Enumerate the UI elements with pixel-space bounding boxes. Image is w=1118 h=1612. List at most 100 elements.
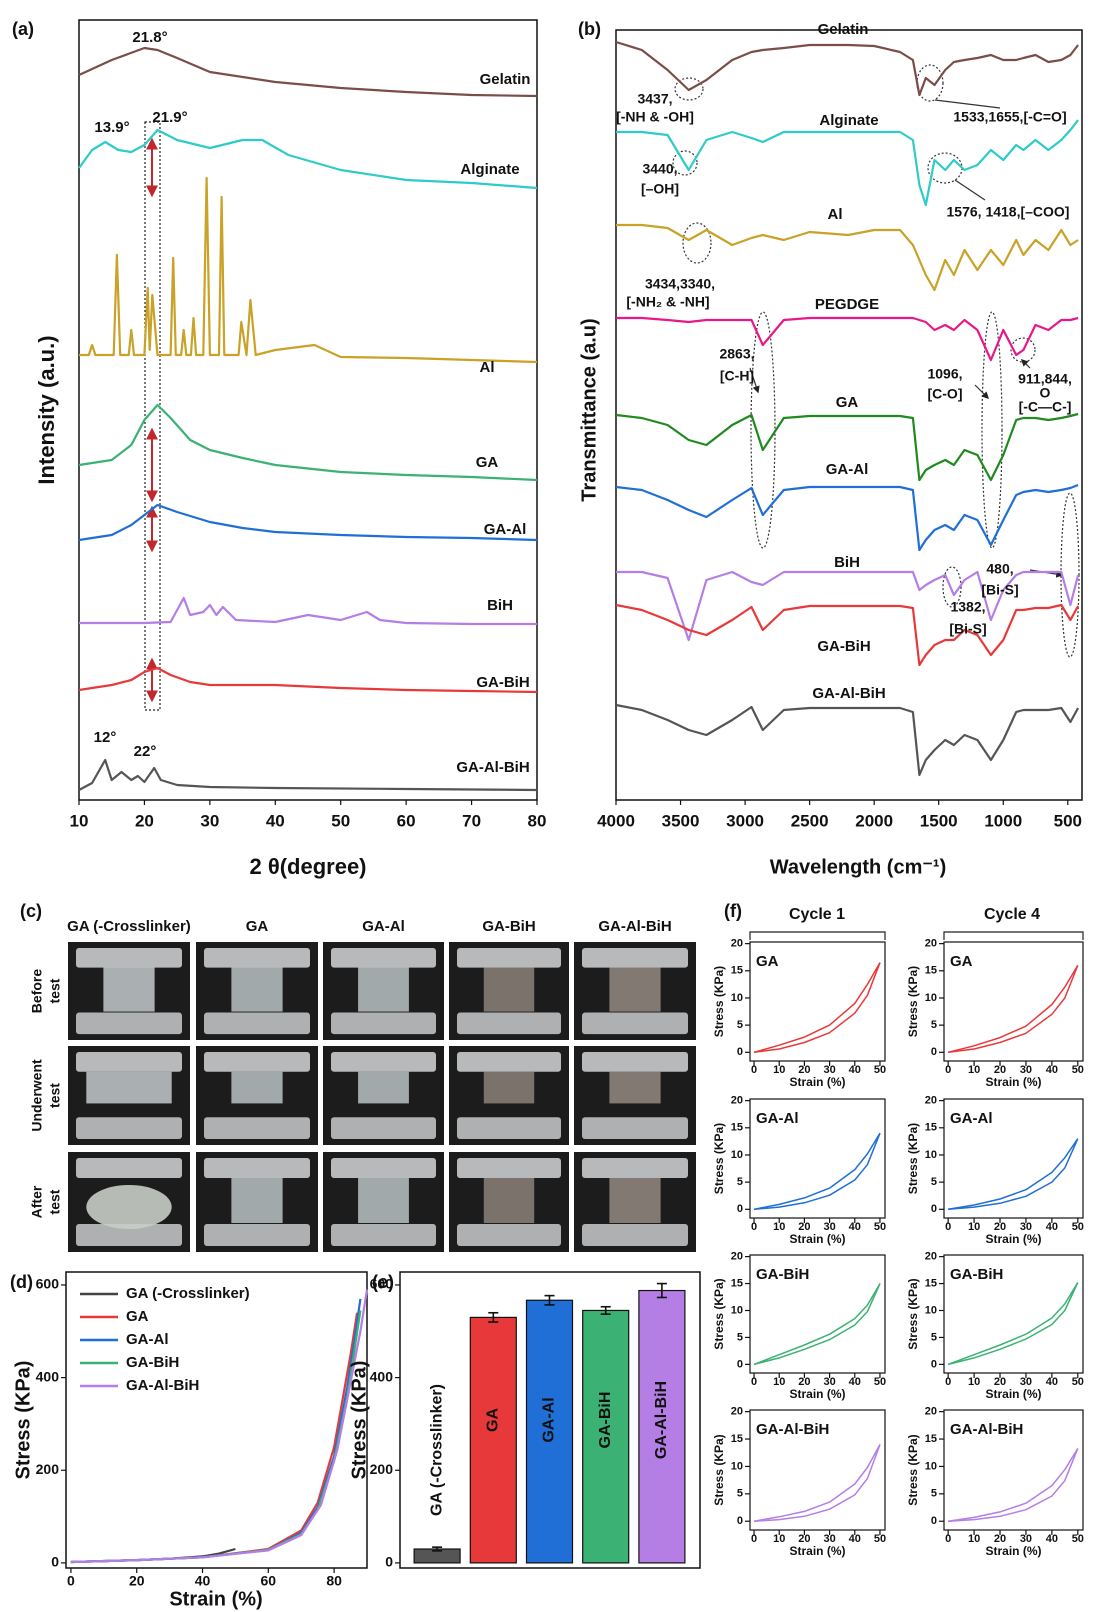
category-label: GA-Al-BiH [653,1381,670,1459]
y-tick-label: 5 [931,1176,937,1188]
y-tick-label: 0 [737,1515,743,1527]
series-line [753,1283,881,1366]
column-header: GA-BiH [482,918,535,935]
category-label: GA (-Crosslinker) [428,1384,445,1516]
y-tick-label: 10 [731,1304,743,1316]
bottom-plate [457,1224,561,1246]
series-label: Gelatin [480,71,531,88]
x-tick-label: 20 [135,811,154,830]
leader [1020,358,1031,369]
y-axis-label: Stress (KPa) [712,1278,726,1349]
bottom-plate [457,1012,561,1035]
error-bar [600,1305,611,1315]
x-tick-label: 50 [1072,1221,1084,1233]
x-tick-label: 0 [945,1533,951,1545]
series-line [78,503,538,542]
annotation: 12° [94,729,117,746]
x-tick-label: 50 [331,811,350,830]
y-tick-label: 200 [36,1461,60,1477]
y-tick-label: 20 [925,1406,937,1418]
annotation: 1533,1655,[-C=O] [953,109,1066,125]
series-line [947,1282,1079,1366]
y-tick-label: 15 [925,1433,937,1445]
sample [483,967,535,1012]
x-tick-label: 30 [1020,1064,1032,1076]
y-tick-label: 0 [931,1203,937,1215]
top-plate [204,1158,310,1178]
plot-frame [749,1409,886,1531]
column-header: GA-Al-BiH [598,918,671,935]
bracket [749,931,1084,940]
plot-frame [78,19,538,801]
series-line [947,1282,1079,1366]
x-tick-label: 4000 [597,811,635,830]
series-line [616,223,1079,292]
panel-label: (b) [578,19,601,39]
x-tick-label: 3000 [726,811,764,830]
series-line [78,666,538,694]
series-line [616,316,1079,362]
series-line [615,40,1079,97]
bottom-plate [76,1012,182,1035]
x-tick-label: 2000 [855,811,893,830]
sample [86,1071,172,1104]
top-plate [582,1158,688,1178]
highlight [916,64,944,102]
y-axis-label: Stress (KPa) [906,1434,920,1505]
annotation: 3437, [637,91,672,107]
series-label: GA [836,394,859,411]
sample [609,1178,661,1223]
x-tick-label: 20 [798,1064,810,1076]
x-tick-label: 10 [773,1064,785,1076]
sample [609,967,661,1012]
series-label: GA-BiH [817,638,870,655]
series-line [615,412,1079,482]
annotation: 3440, [642,161,677,177]
x-tick-label: 40 [1046,1533,1058,1545]
series-label: GA [476,454,499,471]
x-axis-label: Strain (%) [985,1075,1041,1089]
y-tick-label: 5 [931,1331,937,1343]
chart-panel: (e) Stress (KPa) 0 200 400 600 GA (-Crosslinke… [348,1271,701,1570]
series-line [615,603,1080,667]
y-tick-label: 10 [731,992,743,1004]
y-tick-label: 5 [737,1176,743,1188]
x-tick-label: 10 [968,1533,980,1545]
annotation: 2863, [719,346,754,362]
y-tick-label: 200 [370,1461,394,1477]
y-tick-label: 0 [51,1554,59,1570]
y-tick-label: 20 [731,1406,743,1418]
chart-title: GA-Al [756,1110,799,1127]
top-plate [331,1052,436,1072]
x-axis-label: 2 θ(degree) [249,854,366,879]
leader [934,99,1001,109]
x-tick-label: 40 [849,1064,861,1076]
bottom-plate [331,1117,436,1140]
y-tick-label: 10 [925,1460,937,1472]
series-line [753,1444,881,1522]
panel-label: (f) [724,901,742,921]
series-line [79,176,538,364]
chart-panel: (d) Strain (%) Stress (KPa) 0 20 40 60 80 0 200 40… [10,1271,369,1610]
top-plate [76,1158,182,1178]
annotation: 21.8° [132,29,167,46]
y-tick-label: 5 [931,1019,937,1031]
x-tick-label: 0 [945,1376,951,1388]
highlight [682,222,712,264]
series-label: GA-Al-BiH [812,685,885,702]
series-line [753,962,881,1054]
highlight [1010,337,1036,363]
series-label: Al [480,359,495,376]
x-tick-label: 40 [849,1221,861,1233]
y-tick-label: 20 [731,1095,743,1107]
y-tick-label: 5 [737,1331,743,1343]
chart-panel: GA-Al-BiH Strain (%) Stress (KPa) 0 10 20 30 40… [712,1406,886,1559]
plot-frame [749,1098,886,1219]
annotation: 911,844, [1018,371,1072,387]
annotation: [Bi-S] [981,582,1018,598]
chart-title: GA-BiH [950,1266,1003,1283]
x-tick-label: 30 [823,1376,835,1388]
series-line [753,1132,881,1211]
y-tick-label: 10 [731,1149,743,1161]
